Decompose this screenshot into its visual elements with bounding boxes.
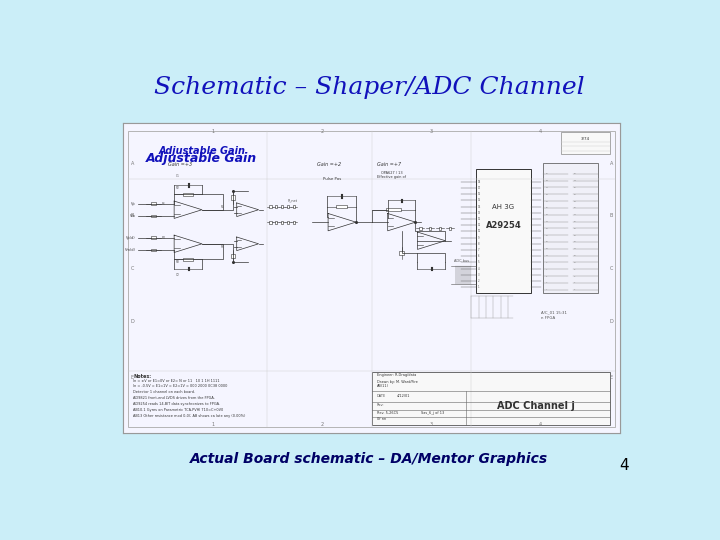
Text: Adjustable Gain: Adjustable Gain bbox=[145, 152, 257, 165]
Bar bbox=[124, 123, 620, 433]
Text: Actual Board schematic – DA/Mentor Graphics: Actual Board schematic – DA/Mentor Graph… bbox=[190, 451, 548, 465]
Text: 4: 4 bbox=[619, 458, 629, 473]
Text: Schematic – Shaper/ADC Channel: Schematic – Shaper/ADC Channel bbox=[153, 76, 585, 99]
